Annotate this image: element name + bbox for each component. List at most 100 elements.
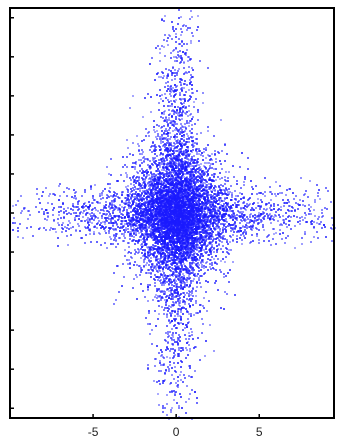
scatter-point	[125, 229, 127, 231]
scatter-point	[251, 193, 253, 195]
scatter-point	[188, 270, 190, 272]
scatter-point	[175, 382, 177, 384]
scatter-point	[163, 228, 165, 230]
scatter-point	[223, 273, 225, 275]
scatter-point	[309, 180, 311, 182]
scatter-point	[256, 233, 258, 235]
scatter-point	[141, 162, 143, 164]
scatter-point	[205, 180, 207, 182]
scatter-point	[159, 164, 161, 166]
scatter-point	[222, 229, 224, 231]
scatter-point	[133, 227, 135, 229]
scatter-point	[268, 202, 270, 204]
scatter-point	[170, 306, 172, 308]
scatter-point	[314, 199, 316, 201]
scatter-point	[68, 228, 70, 230]
scatter-point	[234, 215, 236, 217]
scatter-point	[251, 229, 253, 231]
scatter-point	[322, 215, 324, 217]
scatter-point	[160, 279, 162, 281]
scatter-point	[84, 191, 86, 193]
scatter-point	[283, 221, 285, 223]
scatter-point	[174, 274, 176, 276]
scatter-point	[174, 341, 176, 343]
scatter-point	[210, 201, 212, 203]
scatter-point	[226, 204, 228, 206]
scatter-point	[155, 189, 157, 191]
scatter-point	[235, 206, 237, 208]
scatter-point	[189, 270, 191, 272]
scatter-point	[109, 202, 111, 204]
scatter-point	[242, 225, 244, 227]
scatter-point	[139, 187, 141, 189]
scatter-point	[195, 290, 197, 292]
scatter-point	[127, 231, 129, 233]
scatter-point	[147, 288, 149, 290]
scatter-point	[87, 227, 89, 229]
scatter-point	[119, 211, 121, 213]
scatter-point	[72, 226, 74, 228]
scatter-point	[198, 164, 200, 166]
scatter-point	[93, 231, 95, 233]
scatter-point	[224, 160, 226, 162]
scatter-point	[205, 157, 207, 159]
scatter-point	[171, 21, 173, 23]
scatter-point	[199, 193, 201, 195]
scatter-point	[105, 232, 107, 234]
scatter-point	[180, 281, 182, 283]
scatter-point	[318, 189, 320, 191]
scatter-point	[222, 245, 224, 247]
scatter-point	[304, 205, 306, 207]
scatter-point	[305, 190, 307, 192]
scatter-point	[220, 197, 222, 199]
scatter-point	[190, 74, 192, 76]
scatter-point	[106, 194, 108, 196]
scatter-point	[163, 174, 165, 176]
scatter-point	[78, 218, 80, 220]
scatter-point	[158, 380, 160, 382]
scatter-point	[96, 241, 98, 243]
scatter-point	[189, 114, 191, 116]
scatter-point	[163, 284, 165, 286]
scatter-point	[154, 216, 156, 218]
scatter-point	[174, 320, 176, 322]
scatter-point	[197, 111, 199, 113]
scatter-point	[74, 195, 76, 197]
scatter-point	[62, 222, 64, 224]
scatter-point	[148, 185, 150, 187]
scatter-point	[54, 194, 56, 196]
scatter-point	[228, 188, 230, 190]
scatter-point	[126, 176, 128, 178]
scatter-point	[196, 161, 198, 163]
scatter-point	[205, 291, 207, 293]
scatter-point	[132, 214, 134, 216]
scatter-point	[162, 405, 164, 407]
scatter-point	[180, 28, 182, 30]
scatter-point	[131, 235, 133, 237]
scatter-point	[91, 222, 93, 224]
scatter-point	[177, 311, 179, 313]
scatter-point	[116, 224, 118, 226]
scatter-point	[169, 127, 171, 129]
scatter-point	[324, 226, 326, 228]
scatter-point	[157, 393, 159, 395]
scatter-point	[210, 234, 212, 236]
scatter-point	[179, 81, 181, 83]
scatter-point	[182, 261, 184, 263]
scatter-point	[196, 231, 198, 233]
scatter-point	[167, 135, 169, 137]
scatter-point	[22, 237, 24, 239]
scatter-point	[110, 215, 112, 217]
scatter-point	[102, 197, 104, 199]
scatter-point	[172, 67, 174, 69]
scatter-point	[186, 385, 188, 387]
scatter-point	[201, 212, 203, 214]
scatter-point	[163, 111, 165, 113]
scatter-point	[200, 168, 202, 170]
scatter-point	[198, 277, 200, 279]
scatter-point	[150, 167, 152, 169]
scatter-point	[168, 320, 170, 322]
scatter-point	[122, 156, 124, 158]
scatter-point	[128, 207, 130, 209]
scatter-point	[27, 218, 29, 220]
